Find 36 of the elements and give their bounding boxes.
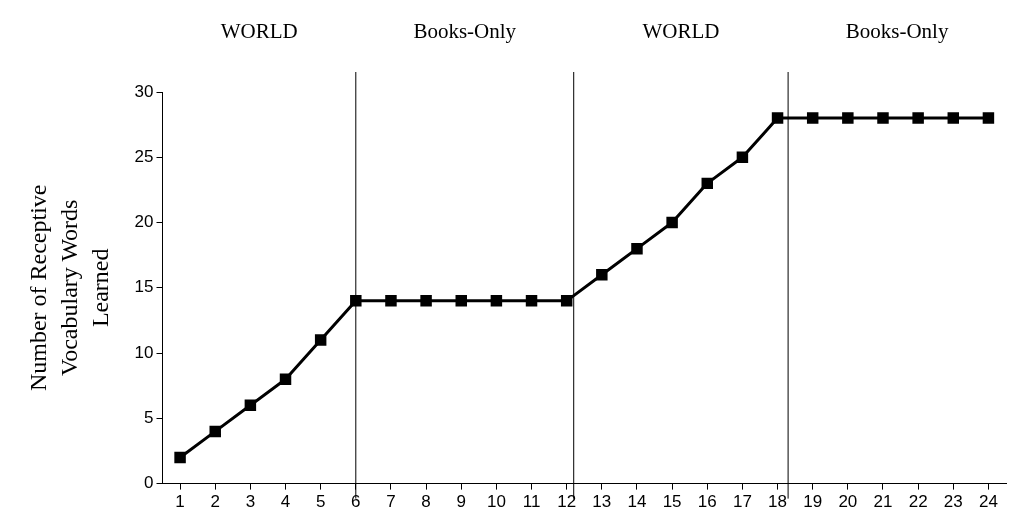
x-tick-label: 2: [210, 492, 220, 512]
x-tick-label: 18: [768, 492, 788, 512]
x-tick-label: 21: [873, 492, 893, 512]
text: Books-Only: [413, 18, 517, 43]
x-tick-label: 9: [456, 492, 466, 512]
text: WORLD: [220, 18, 298, 43]
y-axis-title: Number of Receptive Vocabulary Words Learned: [24, 184, 114, 392]
x-tick-label: 7: [386, 492, 396, 512]
y-tick-label: 10: [134, 342, 154, 362]
x-tick-label: 17: [732, 492, 752, 512]
x-tick-label: 8: [421, 492, 431, 512]
x-tick-label: 24: [978, 492, 998, 512]
x-tick-label: 22: [908, 492, 928, 512]
x-tick-label: 14: [627, 492, 647, 512]
x-tick-label: 23: [943, 492, 963, 512]
x-tick-label: 4: [280, 492, 291, 512]
y-tick-label: 25: [134, 146, 154, 166]
x-tick-label: 11: [522, 492, 541, 512]
y-tick-label: 15: [134, 277, 154, 297]
x-tick-label: 1: [175, 492, 185, 512]
x-tick-label: 6: [351, 492, 361, 512]
x-tick-label: 15: [662, 492, 682, 512]
text: Books-Only: [845, 18, 949, 43]
x-tick-label: 5: [315, 492, 326, 512]
x-tick-label: 3: [245, 492, 256, 512]
y-tick-label: 5: [144, 408, 154, 428]
x-tick-label: 20: [838, 492, 858, 512]
y-tick-label: 30: [134, 81, 154, 101]
x-tick-label: 13: [592, 492, 612, 512]
y-tick-label: 20: [134, 212, 154, 232]
x-tick-label: 12: [557, 492, 577, 512]
x-tick-label: 16: [697, 492, 717, 512]
x-tick-label: 19: [803, 492, 823, 512]
x-tick-label: 10: [486, 492, 506, 512]
y-tick-label: 0: [144, 473, 154, 493]
text: WORLD: [642, 18, 720, 43]
